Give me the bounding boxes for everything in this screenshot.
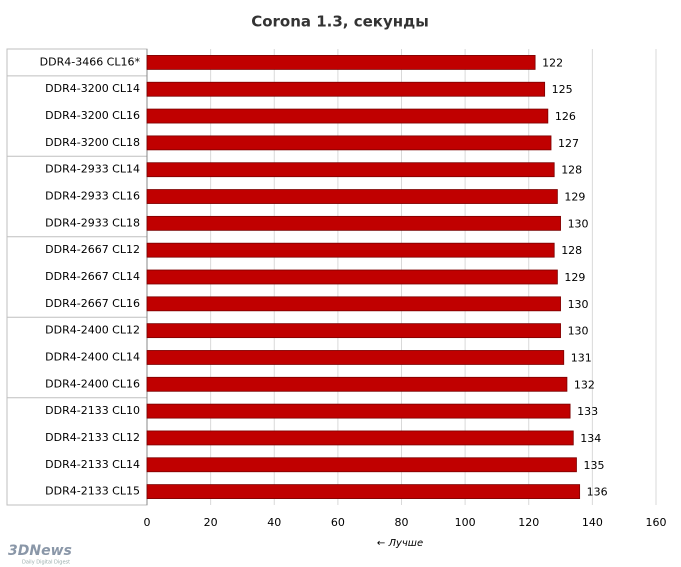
value-label: 134 (580, 432, 601, 445)
y-tick-label: DDR4-3200 CL18 (45, 136, 140, 149)
bar (146, 484, 581, 499)
bar (146, 269, 558, 285)
x-axis-label: ← Лучше (377, 538, 423, 549)
bar (146, 430, 574, 446)
bar (146, 81, 546, 97)
bar (146, 350, 565, 365)
y-tick-label: DDR4-3200 CL16 (45, 109, 140, 122)
y-tick-label: DDR4-2667 CL16 (45, 297, 140, 310)
chart-title: Corona 1.3, секунды (251, 13, 429, 31)
x-tick-label: 20 (204, 516, 218, 529)
bar (146, 242, 555, 258)
value-label: 136 (587, 486, 608, 499)
x-tick-label: 40 (267, 516, 281, 529)
bar (146, 296, 561, 312)
y-tick-label: DDR4-3200 CL14 (45, 82, 140, 95)
bar (146, 162, 555, 178)
value-label: 128 (561, 244, 582, 257)
bar (146, 135, 552, 151)
bar (146, 215, 561, 231)
value-label: 127 (558, 137, 579, 150)
x-tick-label: 100 (455, 516, 476, 529)
x-tick-label: 120 (518, 516, 539, 529)
x-tick-label: 140 (582, 516, 603, 529)
bar (146, 403, 571, 419)
y-tick-label: DDR4-2400 CL16 (45, 377, 140, 390)
logo: 3DNews (8, 543, 72, 559)
y-tick-label: DDR4-3466 CL16* (40, 55, 141, 68)
value-label: 133 (577, 405, 598, 418)
y-tick-label: DDR4-2133 CL10 (45, 404, 140, 417)
bar (146, 189, 558, 204)
y-tick-label: DDR4-2933 CL18 (45, 216, 140, 229)
value-label: 130 (568, 217, 589, 230)
value-label: 131 (571, 351, 592, 364)
y-tick-label: DDR4-2400 CL12 (45, 324, 140, 337)
value-label: 122 (542, 56, 563, 69)
x-tick-label: 0 (144, 516, 151, 529)
y-tick-label: DDR4-2133 CL12 (45, 431, 140, 444)
value-label: 126 (555, 110, 576, 123)
value-label: 130 (568, 325, 589, 338)
value-label: 125 (552, 83, 573, 96)
bar (146, 55, 536, 70)
x-tick-label: 160 (646, 516, 667, 529)
bar (146, 323, 561, 339)
value-label: 129 (564, 271, 585, 284)
y-tick-label: DDR4-2933 CL14 (45, 163, 140, 176)
bar (146, 457, 577, 473)
x-tick-label: 80 (395, 516, 409, 529)
value-label: 129 (564, 191, 585, 204)
value-label: 128 (561, 164, 582, 177)
bar (146, 108, 549, 124)
y-tick-label: DDR4-2133 CL15 (45, 485, 140, 498)
logo-tagline: Daily Digital Digest (22, 560, 70, 566)
y-tick-label: DDR4-2133 CL14 (45, 458, 140, 471)
y-tick-label: DDR4-2667 CL14 (45, 270, 140, 283)
y-tick-label: DDR4-2400 CL14 (45, 350, 140, 363)
value-label: 130 (568, 298, 589, 311)
y-tick-label: DDR4-2667 CL12 (45, 243, 140, 256)
value-label: 132 (574, 378, 595, 391)
bar (146, 376, 568, 392)
x-tick-label: 60 (331, 516, 345, 529)
y-tick-label: DDR4-2933 CL16 (45, 190, 140, 203)
value-label: 135 (583, 459, 604, 472)
